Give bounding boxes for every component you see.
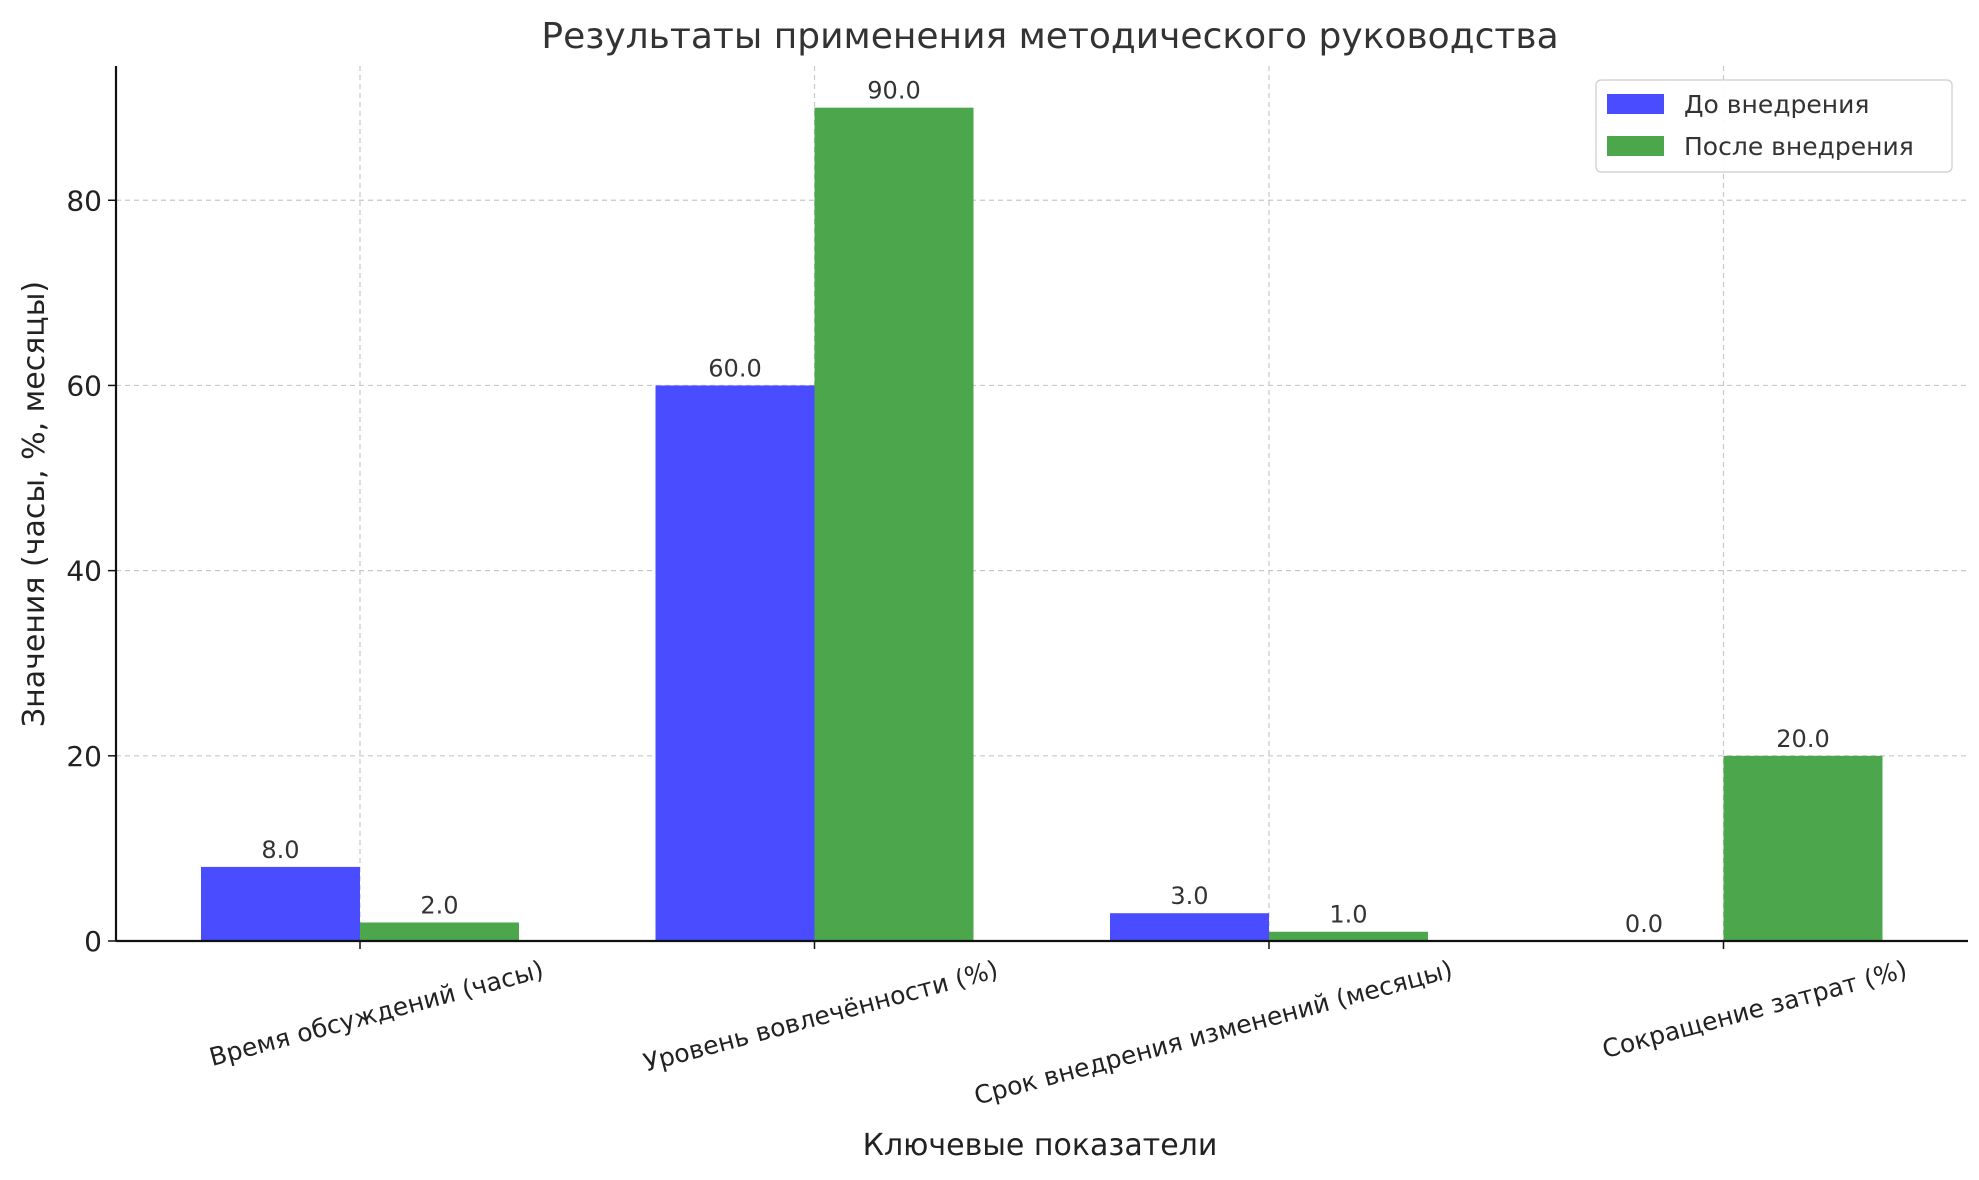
bars <box>201 107 1883 941</box>
bar-after-3 <box>1723 755 1883 941</box>
y-tick-label-40: 40 <box>66 555 102 588</box>
y-axis-label: Значения (часы, %, месяцы) <box>17 281 52 727</box>
bar-before-1 <box>655 385 815 941</box>
legend-swatch-before <box>1607 94 1664 114</box>
y-tick-label-20: 20 <box>66 740 102 773</box>
data-label-after-3: 20.0 <box>1776 725 1829 753</box>
bar-before-2 <box>1110 913 1269 941</box>
legend: До внедрения После внедрения <box>1595 79 1953 173</box>
x-tick-label-2: Срок внедрения изменений (месяцы) <box>971 955 1456 1111</box>
data-labels: 8.0 60.0 3.0 0.0 2.0 90.0 1.0 20.0 <box>261 77 1829 938</box>
legend-swatch-after <box>1607 136 1664 156</box>
bar-before-0 <box>201 866 360 941</box>
x-axis-label: Ключевые показатели <box>863 1128 1218 1163</box>
gridlines <box>116 66 1968 941</box>
data-label-after-0: 2.0 <box>420 891 458 919</box>
x-tick-label-1: Уровень вовлечённости (%) <box>640 955 1001 1078</box>
chart-title: Результаты применения методического руко… <box>541 16 1558 57</box>
data-label-before-3: 0.0 <box>1625 910 1663 938</box>
y-tick-label-60: 60 <box>66 369 102 402</box>
bar-after-2 <box>1269 931 1428 941</box>
x-tick-label-0: Время обсуждений (часы) <box>206 955 546 1072</box>
legend-box <box>1595 79 1953 173</box>
data-label-before-2: 3.0 <box>1170 882 1208 910</box>
legend-label-before: До внедрения <box>1684 90 1869 119</box>
tick-labels: 0 20 40 60 80 Время обсуждений (часы) Уровень … <box>66 184 1910 1110</box>
axes <box>108 66 1968 949</box>
bar-after-1 <box>814 107 974 941</box>
legend-label-after: После внедрения <box>1684 132 1914 161</box>
data-label-before-0: 8.0 <box>261 836 299 864</box>
data-label-after-2: 1.0 <box>1329 901 1367 929</box>
data-label-before-1: 60.0 <box>708 354 761 382</box>
x-tick-label-3: Сокращение затрат (%) <box>1599 955 1910 1064</box>
y-tick-label-80: 80 <box>66 184 102 217</box>
data-label-after-1: 90.0 <box>867 77 920 105</box>
bar-after-0 <box>360 922 519 941</box>
y-tick-label-0: 0 <box>84 925 102 958</box>
